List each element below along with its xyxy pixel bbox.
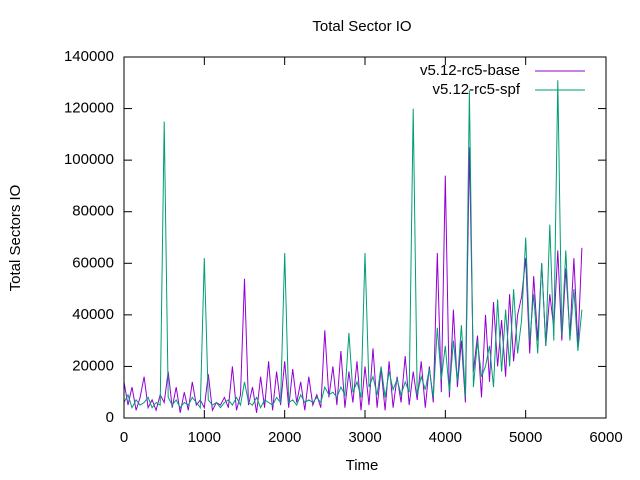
x-tick-label: 5000 <box>509 429 542 446</box>
x-tick-label: 6000 <box>589 429 622 446</box>
y-tick-label: 60000 <box>72 254 114 271</box>
x-tick-label: 0 <box>120 429 128 446</box>
y-tick-label: 100000 <box>64 151 114 168</box>
series-line <box>123 147 583 413</box>
x-axis-label: Time <box>346 457 379 474</box>
y-tick-label: 120000 <box>64 100 114 117</box>
y-tick-label: 40000 <box>72 306 114 323</box>
legend-label: v5.12-rc5-spf <box>432 81 520 98</box>
y-tick-label: 80000 <box>72 203 114 220</box>
y-axis-label: Total Sectors IO <box>7 185 24 292</box>
x-tick-label: 3000 <box>348 429 381 446</box>
legend-label: v5.12-rc5-base <box>420 62 520 79</box>
series-line <box>123 80 583 410</box>
y-tick-label: 20000 <box>72 357 114 374</box>
x-tick-label: 2000 <box>268 429 301 446</box>
chart-title: Total Sector IO <box>312 18 411 35</box>
plot-border <box>123 56 607 419</box>
x-tick-label: 1000 <box>188 429 221 446</box>
y-tick-label: 140000 <box>64 48 114 65</box>
x-tick-label: 4000 <box>429 429 462 446</box>
y-tick-label: 0 <box>106 409 114 426</box>
